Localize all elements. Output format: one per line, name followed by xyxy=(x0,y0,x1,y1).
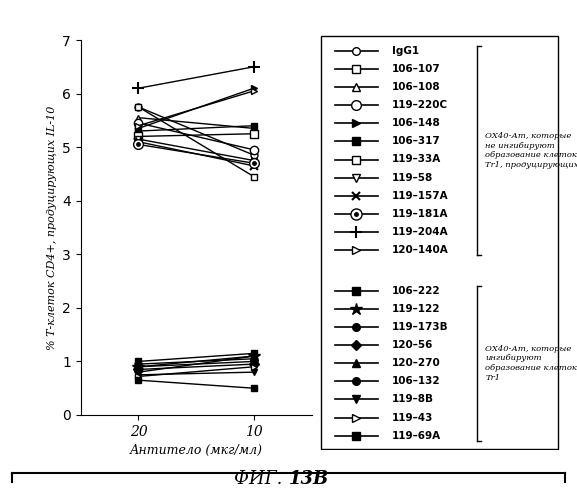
Text: 119–33A: 119–33A xyxy=(392,154,441,164)
Text: 106–148: 106–148 xyxy=(392,118,441,128)
Text: 106–107: 106–107 xyxy=(392,64,441,74)
Text: 119–181A: 119–181A xyxy=(392,208,448,218)
Text: 106–108: 106–108 xyxy=(392,82,441,92)
Text: ОХ40-Ат, которые
не ингибируют
образование клеток
Tr1, продуцирующих IL-10: ОХ40-Ат, которые не ингибируют образован… xyxy=(485,132,577,169)
Text: ОХ40-Ат, которые
ингибируют
образование клеток
Tr1: ОХ40-Ат, которые ингибируют образование … xyxy=(485,344,577,382)
Text: 119–122: 119–122 xyxy=(392,304,441,314)
Text: IgG1: IgG1 xyxy=(392,46,419,56)
Text: 119–43: 119–43 xyxy=(392,412,433,422)
Text: 120–270: 120–270 xyxy=(392,358,441,368)
Text: 119–69A: 119–69A xyxy=(392,430,441,440)
Text: 119–157A: 119–157A xyxy=(392,190,449,200)
Text: 106–132: 106–132 xyxy=(392,376,441,386)
Text: 106–317: 106–317 xyxy=(392,136,441,146)
Text: 119–8B: 119–8B xyxy=(392,394,434,404)
X-axis label: Антитело (мкг/мл): Антитело (мкг/мл) xyxy=(130,444,263,458)
Text: 119–220C: 119–220C xyxy=(392,100,448,110)
Text: 120–56: 120–56 xyxy=(392,340,433,350)
Text: 119–58: 119–58 xyxy=(392,172,433,182)
Text: 106–222: 106–222 xyxy=(392,286,441,296)
Text: ФИГ.: ФИГ. xyxy=(234,470,288,488)
Text: 119–204A: 119–204A xyxy=(392,226,449,236)
Y-axis label: % Т-клеток CD4+, продуцирующих IL-10: % Т-клеток CD4+, продуцирующих IL-10 xyxy=(46,106,57,350)
Text: 13В: 13В xyxy=(288,470,329,488)
Text: 119–173B: 119–173B xyxy=(392,322,449,332)
Text: 120–140A: 120–140A xyxy=(392,244,449,254)
